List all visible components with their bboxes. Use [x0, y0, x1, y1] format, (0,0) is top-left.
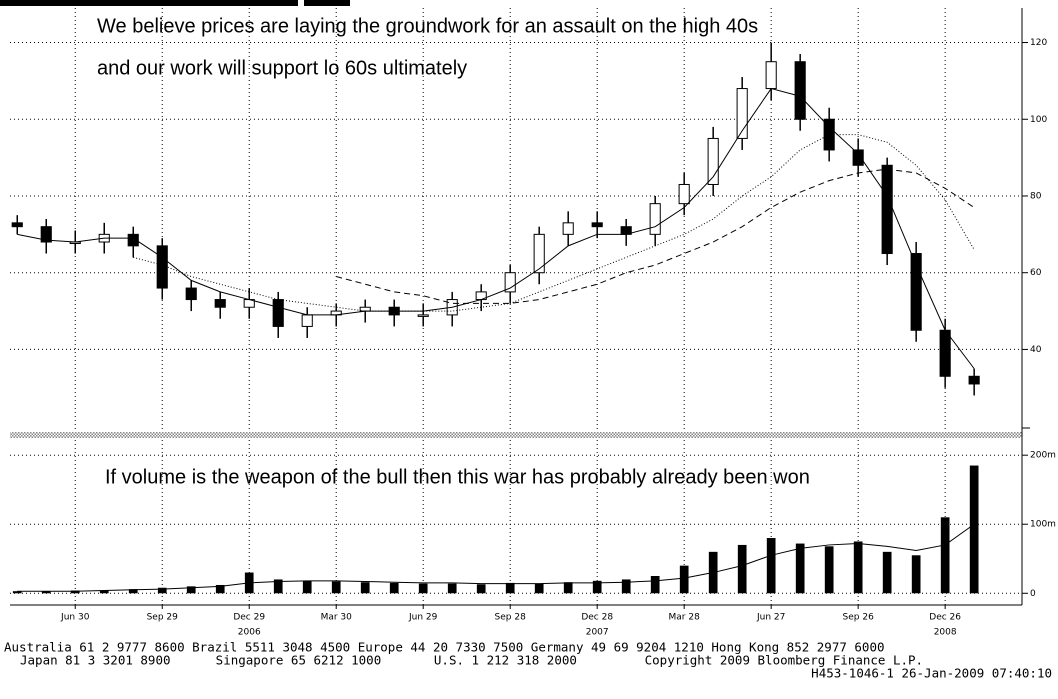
- volume-average: [17, 523, 975, 592]
- volume-bar: [41, 591, 51, 594]
- candle-body: [301, 314, 313, 327]
- volume-bar: [12, 591, 22, 594]
- candle-body: [881, 164, 893, 255]
- volume-bar: [592, 580, 602, 594]
- candle-body: [272, 299, 284, 327]
- moving-average: [17, 87, 975, 369]
- annotation: If volume is the weapon of the bull then…: [105, 466, 810, 488]
- x-tick-label: Dec 26: [929, 613, 961, 623]
- candle-body: [591, 222, 603, 228]
- volume-bar: [302, 580, 312, 594]
- candle-body: [968, 375, 980, 385]
- footer-line: Australia 61 2 9777 8600 Brazil 5511 304…: [4, 640, 885, 655]
- volume-bar: [795, 543, 805, 594]
- volume-bar: [853, 541, 863, 594]
- x-tick-label: Mar 28: [669, 613, 701, 623]
- volume-bar: [563, 582, 573, 594]
- candle-body: [939, 329, 951, 377]
- candle-body: [185, 287, 197, 301]
- candle-body: [11, 222, 23, 228]
- candle-body: [707, 137, 719, 185]
- volume-bar: [447, 583, 457, 594]
- x-tick-label: Sep 26: [843, 613, 875, 623]
- x-tick-label: Jun 30: [60, 613, 90, 623]
- candle-body: [852, 149, 864, 166]
- x-year-label: 2006: [238, 628, 261, 638]
- volume-bar: [186, 586, 196, 594]
- volume-bar: [766, 538, 776, 594]
- y-tick-label: 200m: [1030, 451, 1056, 461]
- y-tick-label: 80: [1030, 191, 1042, 201]
- candle-body: [910, 253, 922, 331]
- x-tick-label: Dec 29: [233, 613, 265, 623]
- candle-body: [765, 61, 777, 90]
- volume-bar: [331, 581, 341, 594]
- volume-bar: [418, 583, 428, 594]
- volume-bar: [911, 555, 921, 594]
- x-year-label: 2007: [586, 628, 609, 638]
- y-tick-label: 40: [1030, 345, 1042, 355]
- volume-bar: [128, 589, 138, 594]
- footer-line: Japan 81 3 3201 8900 Singapore 65 6212 1…: [20, 653, 923, 668]
- volume-bar: [824, 546, 834, 594]
- candle-body: [359, 306, 371, 312]
- candle-body: [214, 299, 226, 308]
- volume-bar: [273, 579, 283, 594]
- annotation: and our work will support lo 60s ultimat…: [97, 57, 467, 79]
- x-tick-label: Jun 29: [408, 613, 438, 623]
- annotation: We believe prices are laying the groundw…: [97, 15, 758, 37]
- candle-body: [40, 226, 52, 243]
- x-tick-label: Sep 28: [495, 613, 527, 623]
- y-tick-label: 120: [1030, 38, 1047, 48]
- y-tick-label: 60: [1030, 268, 1042, 278]
- volume-bar: [650, 576, 660, 594]
- moving-average: [133, 134, 975, 312]
- candle-body: [562, 222, 574, 235]
- volume-bar: [99, 590, 109, 594]
- candle-body: [736, 88, 748, 139]
- x-tick-label: Dec 28: [581, 613, 613, 623]
- x-tick-label: Jun 27: [756, 613, 785, 623]
- x-tick-label: Sep 29: [147, 613, 179, 623]
- header-bar: [0, 0, 298, 6]
- candle-body: [678, 183, 690, 205]
- volume-bar: [679, 565, 689, 594]
- footer-line: H453-1046-1 26-Jan-2009 07:40:10: [811, 666, 1052, 681]
- candle-body: [533, 233, 545, 274]
- candle-body: [504, 272, 516, 293]
- x-year-label: 2008: [934, 628, 957, 638]
- moving-average: [336, 168, 975, 304]
- volume-bar: [882, 551, 892, 594]
- candle-body: [156, 245, 168, 289]
- y-tick-label: 100m: [1030, 520, 1056, 530]
- volume-bar: [476, 584, 486, 594]
- candle-body: [127, 233, 139, 247]
- candle-body: [417, 314, 429, 317]
- volume-bar: [70, 590, 80, 594]
- candle-body: [649, 203, 661, 235]
- volume-bar: [505, 582, 515, 594]
- y-tick-label: 100: [1030, 115, 1047, 125]
- header-bar: [304, 0, 350, 6]
- volume-bar: [940, 517, 950, 594]
- y-tick-label: 0: [1030, 589, 1036, 599]
- candle-body: [794, 61, 806, 120]
- volume-bar: [360, 582, 370, 594]
- volume-bar: [534, 583, 544, 594]
- volume-bar: [969, 465, 979, 594]
- volume-bar: [215, 584, 225, 594]
- volume-bar: [737, 544, 747, 594]
- volume-bar: [157, 587, 167, 594]
- volume-bar: [389, 582, 399, 594]
- volume-bar: [621, 579, 631, 594]
- panel-separator: [10, 432, 1022, 438]
- x-tick-label: Mar 30: [321, 613, 353, 623]
